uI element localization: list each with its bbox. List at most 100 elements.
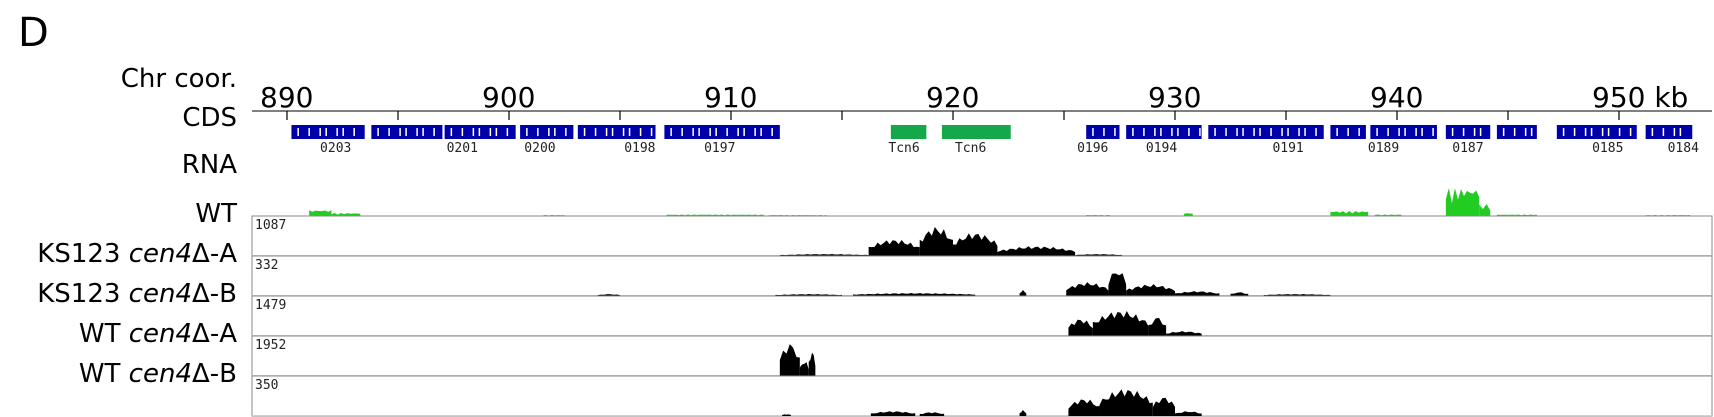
rna-signal xyxy=(331,213,361,216)
coverage-signal xyxy=(782,414,791,416)
cds-gap xyxy=(1160,128,1162,136)
cds-gap xyxy=(1253,128,1255,136)
gene-label: 0194 xyxy=(1146,141,1177,156)
cds-gap xyxy=(1387,128,1389,136)
coverage-signal xyxy=(1068,399,1100,416)
coverage-signal xyxy=(1230,292,1249,296)
gene-label: 0185 xyxy=(1592,141,1623,156)
coverage-signal xyxy=(799,362,809,376)
cds-gap xyxy=(461,128,464,136)
cds-gap xyxy=(605,128,608,136)
cds-gap xyxy=(1513,128,1516,136)
track-scale-max: 350 xyxy=(255,378,278,393)
cds-gap xyxy=(698,128,700,136)
cds-gap xyxy=(1298,128,1300,136)
cds-gap xyxy=(622,128,625,136)
cds-gap xyxy=(1336,128,1338,136)
cds-block xyxy=(371,125,443,139)
ks123-cen4-a-track-label: KS123 cen4Δ-A xyxy=(37,239,237,269)
cds-block xyxy=(1556,125,1637,139)
cds-gap xyxy=(526,128,528,136)
wt-track-label: WT xyxy=(195,199,237,229)
cds-gap xyxy=(743,128,745,136)
cds-gap xyxy=(1270,128,1272,136)
coverage-signal xyxy=(1126,284,1175,296)
rna-signal xyxy=(1183,213,1193,216)
cds-gap xyxy=(472,128,475,136)
cds-gap xyxy=(1199,128,1201,136)
gene-label: 0184 xyxy=(1668,141,1699,156)
cds-gap xyxy=(565,128,567,136)
cds-gap xyxy=(1225,128,1227,136)
cds-gap xyxy=(681,128,683,136)
coverage-track-ks_a: 332 xyxy=(251,255,1713,297)
cds-gap xyxy=(399,128,401,136)
coverage-signal xyxy=(953,233,998,256)
rna-track-label: RNA xyxy=(181,150,237,180)
cds-track-label: CDS xyxy=(182,103,237,133)
coverage-signal xyxy=(1066,282,1109,296)
coverage-signal xyxy=(808,352,816,376)
panel-letter: D xyxy=(18,10,49,56)
cds-gap xyxy=(422,128,424,136)
cds-gap xyxy=(297,128,299,136)
cds-gap xyxy=(715,128,717,136)
ks123-cen4-b-track-label: KS123 cen4Δ-B xyxy=(37,279,237,309)
cds-gap xyxy=(377,128,379,136)
rna-track xyxy=(252,188,1712,217)
gene-label: 0191 xyxy=(1272,141,1303,156)
coverage-signal xyxy=(853,293,976,296)
coverage-track-wt_a: 1952 xyxy=(251,335,1713,377)
cds-gap xyxy=(353,128,355,136)
coverage-signal xyxy=(870,411,916,416)
cds-gap xyxy=(1629,128,1632,136)
cds-gap xyxy=(594,128,597,136)
cds-gap xyxy=(1347,128,1349,136)
coverage-signal xyxy=(779,344,800,376)
axis-tick-label: 940 xyxy=(1370,81,1423,114)
cds-gap xyxy=(737,128,739,136)
cds-gap xyxy=(325,128,327,136)
cds-gap xyxy=(1188,128,1190,136)
cds-gap xyxy=(450,128,453,136)
cds-gap xyxy=(478,128,481,136)
gene-label: 0203 xyxy=(320,141,351,156)
cds-gap xyxy=(1214,128,1216,136)
cds-gap xyxy=(433,128,435,136)
cds-gap xyxy=(1530,128,1533,136)
wt-cen4-a-track-label: WT cen4Δ-A xyxy=(78,319,237,349)
cds-gap xyxy=(1679,128,1682,136)
cds-gap xyxy=(1376,128,1378,136)
cds-gap xyxy=(1398,128,1400,136)
cds-gap xyxy=(1421,128,1423,136)
cds-gap xyxy=(1281,128,1283,136)
cds-gap xyxy=(1562,128,1565,136)
coordinate-axis: 890 900 910 920 930 940 950 kb xyxy=(252,81,1712,120)
axis-tick-label: 930 xyxy=(1148,81,1201,114)
cds-gap xyxy=(548,128,550,136)
axis-tick-label: 950 kb xyxy=(1592,81,1688,114)
gene-label: 0201 xyxy=(447,141,478,156)
chr-coor-label: Chr coor. xyxy=(120,64,237,94)
cds-gap xyxy=(1573,128,1576,136)
cds-gap xyxy=(639,128,642,136)
cds-gap xyxy=(416,128,418,136)
track-scale-max: 332 xyxy=(255,258,278,273)
cds-gap xyxy=(1462,128,1465,136)
coverage-signal xyxy=(919,412,945,416)
cds-gap xyxy=(760,128,762,136)
cds-gap xyxy=(1662,128,1665,136)
cds-gap xyxy=(1171,128,1173,136)
cds-gap xyxy=(1618,128,1621,136)
cds-gap xyxy=(1304,128,1306,136)
cds-gap xyxy=(726,128,728,136)
transposon-block xyxy=(941,125,1011,139)
coverage-signal xyxy=(1092,311,1149,336)
cds-gap xyxy=(1584,128,1587,136)
cds-block xyxy=(1496,125,1537,139)
coverage-signal xyxy=(1019,290,1027,296)
track-scale-max: 1479 xyxy=(255,298,286,313)
rna-signal xyxy=(1479,204,1491,216)
cds-gap xyxy=(754,128,756,136)
